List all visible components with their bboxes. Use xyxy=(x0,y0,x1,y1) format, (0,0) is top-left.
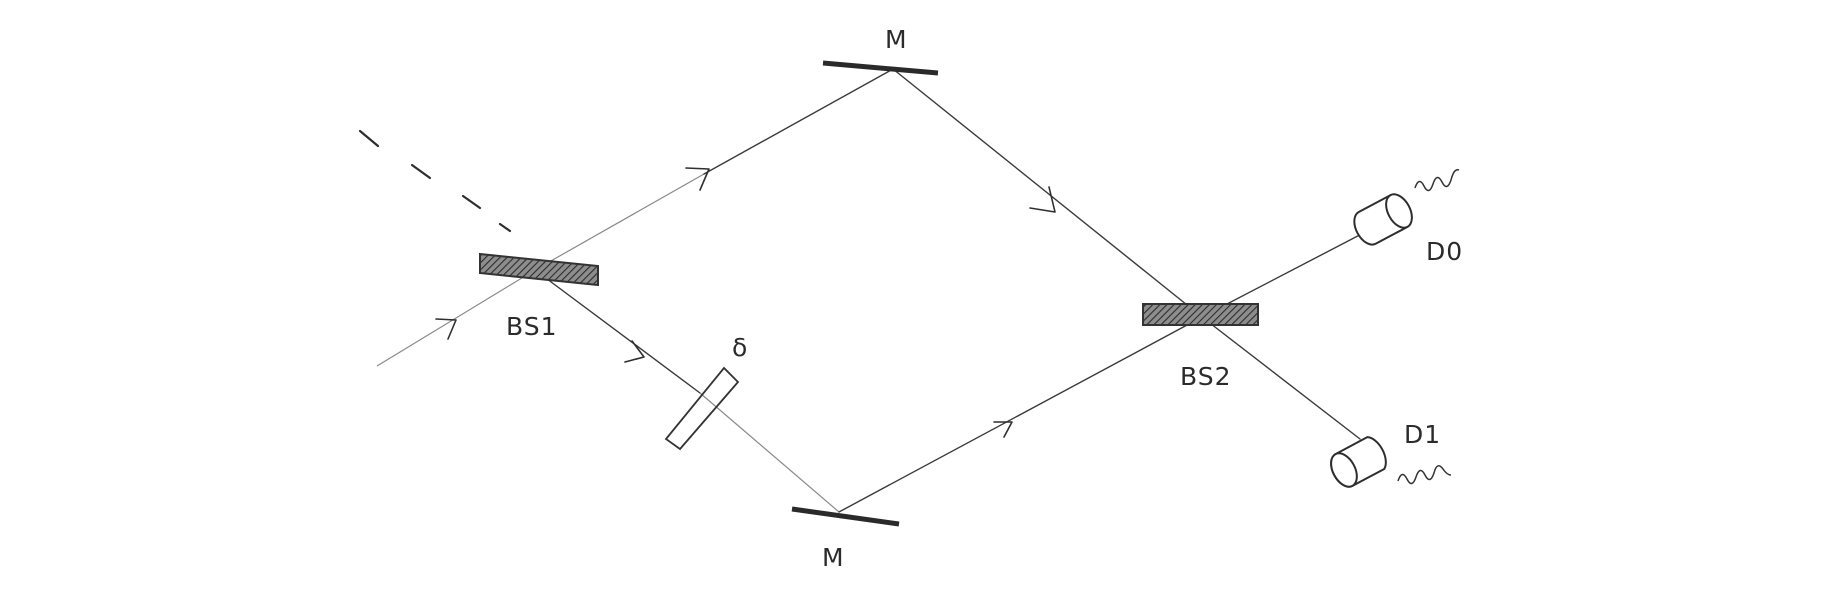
bottom-mirror-to-bs2-beam xyxy=(838,316,1203,513)
upper-arm-arrow xyxy=(685,167,710,191)
lower-arm-beam xyxy=(534,269,840,513)
detector-d1 xyxy=(1330,436,1452,488)
top-mirror-to-bs2-beam xyxy=(892,68,1203,318)
beam-splitter-1 xyxy=(479,252,599,287)
top-to-bs2-arrow xyxy=(1029,186,1056,213)
label-detector-d1: D1 xyxy=(1404,420,1441,449)
input-arrow xyxy=(435,318,457,340)
bottom-mirror xyxy=(791,506,900,527)
upper-arm-beam xyxy=(534,68,894,271)
label-mirror-top: M xyxy=(885,25,908,54)
detector-d0 xyxy=(1353,168,1460,246)
beam-splitter-2 xyxy=(1142,303,1259,326)
label-detector-d0: D0 xyxy=(1426,237,1463,266)
bottom-to-bs2-arrow xyxy=(993,421,1013,438)
label-beam-splitter-1: BS1 xyxy=(506,312,558,341)
input-dashed-path xyxy=(358,129,512,233)
top-mirror xyxy=(822,60,939,76)
input-beam xyxy=(376,269,536,367)
output-beams xyxy=(1201,226,1376,440)
lower-arm-arrow xyxy=(624,340,645,363)
label-beam-splitter-2: BS2 xyxy=(1180,362,1232,391)
detector-d1-wire xyxy=(1397,465,1452,485)
phase-shifter-plate xyxy=(664,366,740,451)
detector-d0-wire xyxy=(1414,168,1460,192)
label-mirror-bottom: M xyxy=(822,543,845,572)
label-phase-shifter: δ xyxy=(732,333,748,362)
